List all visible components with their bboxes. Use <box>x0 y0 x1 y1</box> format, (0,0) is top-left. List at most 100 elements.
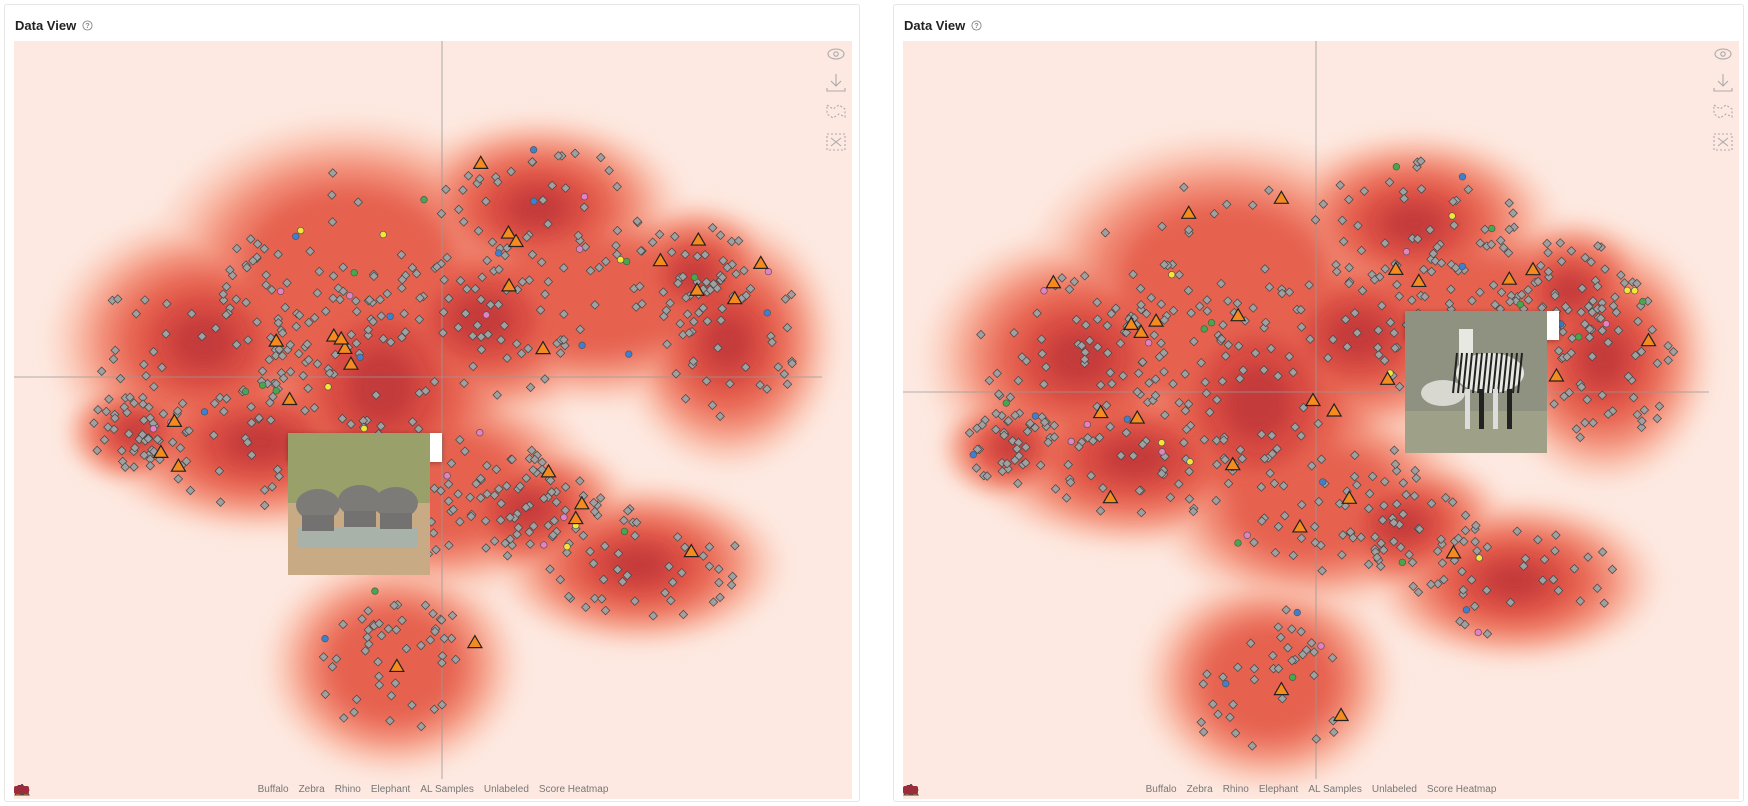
legend-item: Buffalo <box>904 784 1177 795</box>
unlabeled-point <box>1554 346 1564 356</box>
unlabeled-point <box>1384 177 1395 187</box>
unlabeled-point <box>517 277 528 287</box>
unlabeled-point <box>420 386 431 396</box>
unlabeled-point <box>604 165 614 176</box>
unlabeled-point <box>184 425 194 436</box>
unlabeled-point <box>320 689 331 700</box>
stripe <box>1472 352 1478 394</box>
unlabeled-point <box>1259 453 1270 464</box>
unlabeled-point <box>1508 208 1518 218</box>
view-button[interactable] <box>1714 48 1732 60</box>
unlabeled-point <box>1389 328 1399 338</box>
unlabeled-point <box>92 445 102 456</box>
unlabeled-point <box>1107 379 1117 389</box>
unlabeled-point <box>668 577 678 587</box>
unlabeled-point <box>1296 322 1307 332</box>
unlabeled-point <box>689 316 699 327</box>
unlabeled-point <box>173 474 184 484</box>
lasso-icon <box>1713 103 1733 119</box>
unlabeled-point <box>351 694 362 705</box>
unlabeled-point <box>376 630 387 641</box>
unlabeled-point <box>1305 334 1315 344</box>
unlabeled-point <box>1049 432 1060 442</box>
unlabeled-point <box>373 657 383 667</box>
unlabeled-point <box>714 564 724 574</box>
legend-label: Zebra <box>1186 784 1213 795</box>
unlabeled-point <box>631 302 641 312</box>
al-sample <box>170 458 187 472</box>
unlabeled-point <box>1504 224 1514 235</box>
labeled-point <box>563 543 571 551</box>
al-sample <box>500 277 518 292</box>
unlabeled-point <box>1597 303 1607 314</box>
stripe <box>1462 352 1468 394</box>
leg <box>1493 389 1498 429</box>
lasso-button[interactable] <box>826 103 846 119</box>
panel: Data View? Avg Score: 0.00 Buffalo Zebra Rhi… <box>893 4 1744 802</box>
download-button[interactable] <box>1713 74 1733 92</box>
unlabeled-point <box>1064 284 1075 294</box>
unlabeled-point <box>1144 378 1154 388</box>
plot-area: Avg Score: 0.00 Buffalo Zebra Rhino Elephant… <box>903 41 1739 799</box>
lasso-button[interactable] <box>1713 103 1733 119</box>
unlabeled-point <box>700 250 710 260</box>
unlabeled-point <box>115 373 126 384</box>
unlabeled-point <box>1092 314 1103 325</box>
unlabeled-point <box>598 574 609 585</box>
unlabeled-point <box>511 339 522 349</box>
unlabeled-point <box>1475 238 1486 248</box>
zebra-neck <box>1459 329 1473 369</box>
unlabeled-point <box>559 309 569 319</box>
unlabeled-point <box>716 315 726 326</box>
unlabeled-point <box>1433 579 1443 589</box>
labeled-point <box>1317 642 1325 650</box>
stripe <box>1487 352 1493 394</box>
unlabeled-point <box>972 444 983 454</box>
panel-title: Data View <box>904 18 966 33</box>
unlabeled-point <box>493 299 504 310</box>
labeled-point <box>1458 262 1467 271</box>
unlabeled-point <box>1156 299 1167 309</box>
unlabeled-point <box>273 318 284 328</box>
rhino-body <box>296 489 340 521</box>
unlabeled-point <box>705 285 715 295</box>
al-sample <box>1326 402 1343 417</box>
unlabeled-point <box>1505 297 1515 307</box>
unlabeled-point <box>446 458 457 469</box>
unlabeled-point <box>1600 264 1610 274</box>
unlabeled-point <box>274 344 284 355</box>
unlabeled-point <box>1249 664 1260 674</box>
heat-blob <box>1581 331 1626 384</box>
clear-button[interactable] <box>1713 133 1733 151</box>
unlabeled-point <box>1344 262 1354 273</box>
unlabeled-point <box>707 400 718 411</box>
unlabeled-point <box>553 151 564 161</box>
unlabeled-point <box>1013 478 1023 489</box>
unlabeled-point <box>1212 395 1222 405</box>
unlabeled-point <box>300 405 310 416</box>
legend-item: Elephant <box>15 784 410 795</box>
unlabeled-point <box>1250 348 1261 358</box>
download-button[interactable] <box>826 74 846 92</box>
unlabeled-point <box>1537 303 1547 313</box>
unlabeled-point <box>1348 533 1358 543</box>
unlabeled-point <box>309 403 320 413</box>
unlabeled-point <box>1411 473 1422 483</box>
labeled-point <box>476 429 484 437</box>
view-button[interactable] <box>827 48 845 60</box>
unlabeled-point <box>1084 335 1095 346</box>
clear-button[interactable] <box>826 133 846 151</box>
panel: Data View? Avg Score: 0.25 Buffalo Zebra Rhi… <box>4 4 860 802</box>
unlabeled-point <box>1136 507 1147 518</box>
legend-item: Buffalo <box>15 784 289 795</box>
unlabeled-point <box>680 394 691 404</box>
unlabeled-point <box>1496 287 1507 298</box>
unlabeled-point <box>1128 269 1138 280</box>
unlabeled-point <box>654 229 665 240</box>
unlabeled-point <box>1270 547 1281 558</box>
unlabeled-point <box>1278 481 1289 491</box>
unlabeled-point <box>465 492 475 503</box>
unlabeled-point <box>1213 709 1223 719</box>
unlabeled-point <box>1504 198 1514 208</box>
unlabeled-point <box>1597 390 1608 400</box>
